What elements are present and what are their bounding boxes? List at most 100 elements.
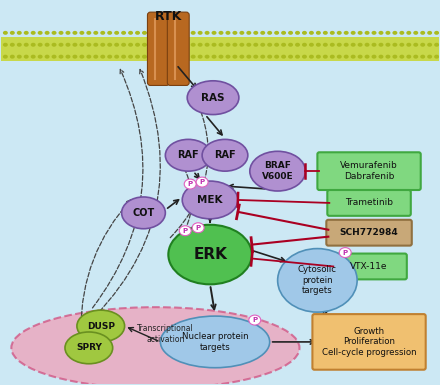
Ellipse shape: [344, 43, 348, 47]
Ellipse shape: [337, 43, 342, 47]
Ellipse shape: [406, 31, 411, 35]
Ellipse shape: [191, 43, 196, 47]
Text: P: P: [183, 228, 188, 234]
Ellipse shape: [65, 332, 113, 364]
Ellipse shape: [44, 31, 50, 35]
Text: P: P: [343, 249, 348, 256]
Ellipse shape: [177, 31, 182, 35]
Ellipse shape: [365, 31, 370, 35]
Ellipse shape: [323, 43, 328, 47]
Ellipse shape: [191, 31, 196, 35]
Ellipse shape: [344, 55, 348, 59]
Ellipse shape: [59, 55, 63, 59]
Ellipse shape: [309, 55, 314, 59]
Ellipse shape: [31, 55, 36, 59]
Text: SPRY: SPRY: [76, 343, 102, 352]
Ellipse shape: [66, 43, 70, 47]
Ellipse shape: [156, 55, 161, 59]
Ellipse shape: [107, 55, 112, 59]
Ellipse shape: [165, 139, 211, 171]
Ellipse shape: [196, 177, 208, 187]
Ellipse shape: [225, 43, 231, 47]
Ellipse shape: [219, 31, 224, 35]
Ellipse shape: [274, 43, 279, 47]
Ellipse shape: [378, 55, 384, 59]
Ellipse shape: [330, 31, 335, 35]
Ellipse shape: [31, 43, 36, 47]
Ellipse shape: [316, 31, 321, 35]
Ellipse shape: [225, 55, 231, 59]
FancyBboxPatch shape: [167, 12, 189, 85]
Ellipse shape: [249, 315, 261, 325]
Ellipse shape: [187, 81, 239, 115]
Ellipse shape: [128, 55, 133, 59]
Ellipse shape: [156, 31, 161, 35]
Ellipse shape: [281, 43, 286, 47]
Ellipse shape: [413, 31, 418, 35]
Text: RAF: RAF: [214, 150, 236, 160]
Ellipse shape: [149, 31, 154, 35]
Ellipse shape: [11, 307, 300, 385]
Ellipse shape: [121, 197, 165, 229]
Ellipse shape: [351, 31, 356, 35]
Ellipse shape: [219, 55, 224, 59]
Ellipse shape: [295, 55, 300, 59]
FancyBboxPatch shape: [312, 314, 425, 370]
Text: Transcriptional
activation: Transcriptional activation: [137, 324, 194, 344]
Ellipse shape: [330, 43, 335, 47]
Ellipse shape: [182, 181, 238, 219]
Ellipse shape: [365, 55, 370, 59]
Ellipse shape: [79, 43, 84, 47]
Text: DUSP: DUSP: [87, 321, 115, 331]
Ellipse shape: [93, 31, 98, 35]
Ellipse shape: [302, 55, 307, 59]
Ellipse shape: [406, 43, 411, 47]
Ellipse shape: [274, 31, 279, 35]
Ellipse shape: [179, 226, 191, 236]
Text: MEK: MEK: [197, 195, 223, 205]
Ellipse shape: [163, 31, 168, 35]
Ellipse shape: [86, 31, 92, 35]
Ellipse shape: [392, 31, 397, 35]
Ellipse shape: [169, 225, 252, 285]
Ellipse shape: [427, 55, 432, 59]
Ellipse shape: [10, 55, 15, 59]
Ellipse shape: [239, 43, 244, 47]
Ellipse shape: [51, 43, 56, 47]
Ellipse shape: [86, 43, 92, 47]
Ellipse shape: [31, 31, 36, 35]
Ellipse shape: [406, 55, 411, 59]
Ellipse shape: [337, 31, 342, 35]
Ellipse shape: [323, 55, 328, 59]
Ellipse shape: [51, 31, 56, 35]
Ellipse shape: [232, 55, 238, 59]
Ellipse shape: [184, 179, 196, 189]
Ellipse shape: [232, 31, 238, 35]
Ellipse shape: [413, 55, 418, 59]
Ellipse shape: [121, 31, 126, 35]
Ellipse shape: [86, 55, 92, 59]
Ellipse shape: [371, 55, 377, 59]
Text: SCH772984: SCH772984: [340, 228, 399, 237]
Ellipse shape: [212, 31, 216, 35]
Ellipse shape: [77, 310, 125, 342]
Ellipse shape: [170, 43, 175, 47]
Ellipse shape: [135, 43, 140, 47]
Ellipse shape: [121, 43, 126, 47]
Ellipse shape: [51, 55, 56, 59]
Ellipse shape: [253, 43, 258, 47]
Ellipse shape: [378, 43, 384, 47]
Ellipse shape: [100, 43, 105, 47]
Ellipse shape: [44, 55, 50, 59]
Text: Cytosolic
protein
targets: Cytosolic protein targets: [298, 266, 337, 295]
Ellipse shape: [212, 55, 216, 59]
Ellipse shape: [66, 31, 70, 35]
Ellipse shape: [232, 43, 238, 47]
Ellipse shape: [385, 43, 390, 47]
Ellipse shape: [420, 55, 425, 59]
Ellipse shape: [288, 31, 293, 35]
Ellipse shape: [10, 43, 15, 47]
Ellipse shape: [250, 151, 305, 191]
Ellipse shape: [79, 55, 84, 59]
Ellipse shape: [309, 31, 314, 35]
